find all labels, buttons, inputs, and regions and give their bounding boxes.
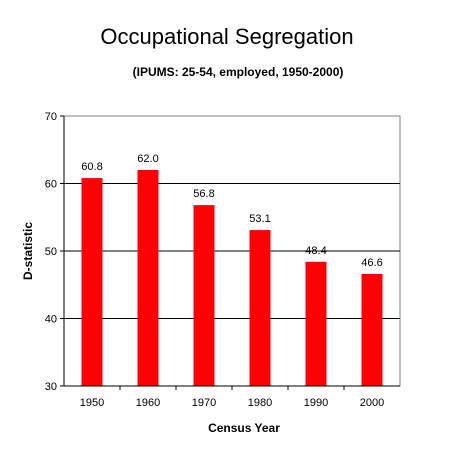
gridlines xyxy=(64,183,400,319)
bar xyxy=(249,230,271,386)
bars xyxy=(81,170,383,386)
data-label: 46.6 xyxy=(361,257,382,269)
data-label: 53.1 xyxy=(249,213,270,225)
x-tick-label: 1980 xyxy=(248,397,272,409)
y-tick-label: 50 xyxy=(45,246,57,258)
data-label: 60.8 xyxy=(81,161,102,173)
chart-title: Occupational Segregation xyxy=(100,24,353,49)
y-tick-label: 60 xyxy=(45,179,57,191)
x-axis-ticks: 1950 1960 1970 1980 1990 2000 xyxy=(80,386,384,409)
data-label: 56.8 xyxy=(193,188,214,200)
x-tick-label: 2000 xyxy=(360,397,384,409)
x-tick-label: 1950 xyxy=(80,397,104,409)
bar xyxy=(193,205,215,386)
chart-subtitle: (IPUMS: 25-54, employed, 1950-2000) xyxy=(133,65,344,79)
data-label: 48.4 xyxy=(305,245,326,257)
bar xyxy=(137,170,159,386)
x-tick-label: 1990 xyxy=(304,397,328,409)
bar xyxy=(81,178,103,386)
bar xyxy=(305,261,327,386)
data-labels: 60.8 62.0 56.8 53.1 48.4 46.6 xyxy=(81,153,382,269)
y-axis-title: D-statistic xyxy=(21,222,35,280)
y-tick-label: 70 xyxy=(45,111,57,123)
x-tick-label: 1960 xyxy=(136,397,160,409)
x-tick-label: 1970 xyxy=(192,397,216,409)
x-axis-title: Census Year xyxy=(208,421,280,435)
y-axis-ticks: 30 40 50 60 70 xyxy=(45,111,64,393)
bar xyxy=(361,273,383,386)
y-tick-label: 40 xyxy=(45,314,57,326)
data-label: 62.0 xyxy=(137,153,158,165)
y-tick-label: 30 xyxy=(45,381,57,393)
